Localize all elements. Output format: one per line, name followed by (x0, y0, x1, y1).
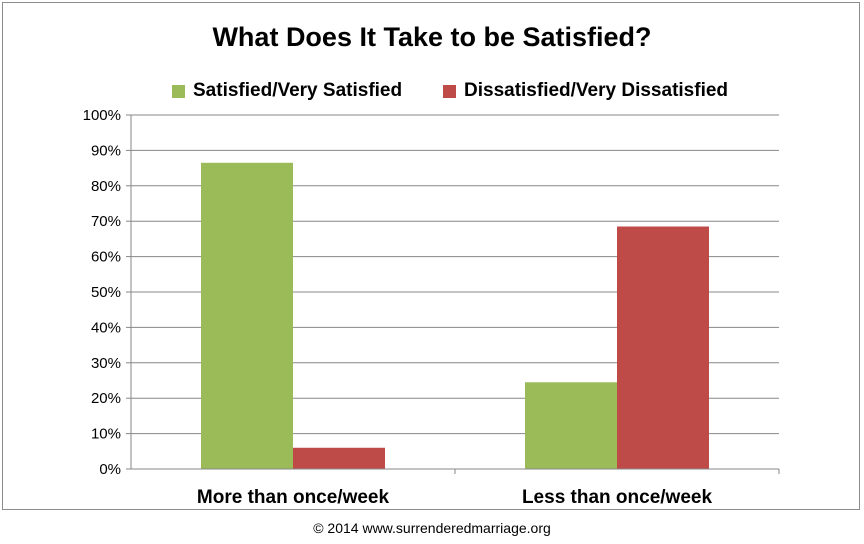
y-tick-label: 10% (91, 426, 121, 443)
y-tick-label: 50% (91, 284, 121, 301)
axes (130, 115, 780, 474)
y-tick-label: 30% (91, 355, 121, 372)
bar-satisfied-2 (525, 382, 617, 469)
bar-dissatisfied-2 (617, 226, 709, 469)
legend-label-satisfied: Satisfied/Very Satisfied (193, 80, 403, 101)
y-tick-label: 100% (83, 107, 121, 124)
legend-label-dissatisfied: Dissatisfied/Very Dissatisfied (464, 80, 729, 101)
chart-frame (2, 2, 860, 510)
y-tick-label: 0% (99, 461, 121, 478)
copyright-footer: © 2014 www.surrenderedmarriage.org (313, 520, 551, 536)
y-axis-ticks: 0% 10% 20% 30% 40% 50% 60% 70% 80% 90% 100% (83, 107, 131, 478)
y-tick-label: 20% (91, 390, 121, 407)
chart-title: What Does It Take to be Satisfied? (212, 22, 652, 52)
y-tick-label: 70% (91, 213, 121, 230)
bar-satisfied-1 (201, 162, 293, 470)
legend-item-satisfied: Satisfied/Very Satisfied (172, 79, 402, 103)
legend-swatch-satisfied (172, 84, 185, 98)
y-tick-label: 90% (91, 142, 121, 159)
y-tick-label: 40% (91, 319, 121, 336)
x-category-label: More than once/week (197, 487, 390, 508)
bar-dissatisfied-1 (293, 447, 385, 469)
x-axis-categories: More than once/week Less than once/week (197, 487, 713, 508)
y-tick-label: 60% (91, 249, 121, 266)
legend-swatch-dissatisfied (443, 84, 456, 98)
bars (201, 162, 709, 470)
x-category-label: Less than once/week (522, 487, 713, 508)
y-tick-label: 80% (91, 178, 121, 195)
legend-item-dissatisfied: Dissatisfied/Very Dissatisfied (443, 79, 728, 103)
chart-legend: Satisfied/Very Satisfied Dissatisfied/Ve… (0, 79, 864, 103)
